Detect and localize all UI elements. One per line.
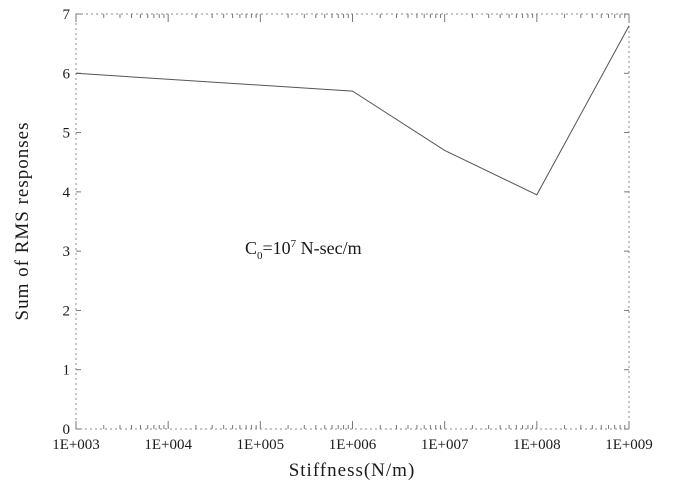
- y-axis-tick-labels: 0 1 2 3 4 5 6 7: [63, 7, 71, 438]
- annotation-main: C: [245, 238, 257, 258]
- y-tick-label: 5: [63, 126, 71, 142]
- x-axis-title: Stiffness(N/m): [289, 460, 416, 481]
- x-tick-label: 1E+003: [52, 437, 100, 453]
- annotation-mid: =10: [263, 238, 291, 258]
- x-axis-tick-labels: 1E+003 1E+004 1E+005 1E+006 1E+007 1E+008 1E+0…: [52, 437, 653, 453]
- x-tick-label: 1E+006: [329, 437, 377, 453]
- annotation-subscript: 0: [257, 250, 263, 262]
- series-line: [75, 25, 630, 196]
- annotation-superscript: 7: [291, 238, 297, 250]
- x-tick-label: 1E+009: [605, 437, 653, 453]
- y-tick-label: 6: [63, 66, 71, 82]
- y-tick-label: 4: [63, 185, 71, 201]
- x-tick-label: 1E+005: [237, 437, 285, 453]
- annotation: C0=107 N-sec/m: [245, 238, 362, 262]
- plot-frame: [75, 13, 630, 430]
- y-tick-label: 3: [63, 244, 71, 260]
- annotation-tail: N-sec/m: [296, 238, 361, 258]
- y-tick-label: 1: [63, 363, 71, 379]
- y-axis-ticks: [76, 13, 629, 430]
- x-tick-label: 1E+004: [144, 437, 192, 453]
- y-tick-label: 0: [63, 422, 71, 438]
- y-axis-title: Sum of RMS responses: [12, 122, 33, 321]
- x-axis-ticks: [75, 14, 630, 429]
- y-tick-label: 7: [63, 7, 71, 23]
- x-tick-label: 1E+008: [513, 437, 561, 453]
- y-tick-label: 2: [63, 303, 71, 319]
- x-tick-label: 1E+007: [421, 437, 469, 453]
